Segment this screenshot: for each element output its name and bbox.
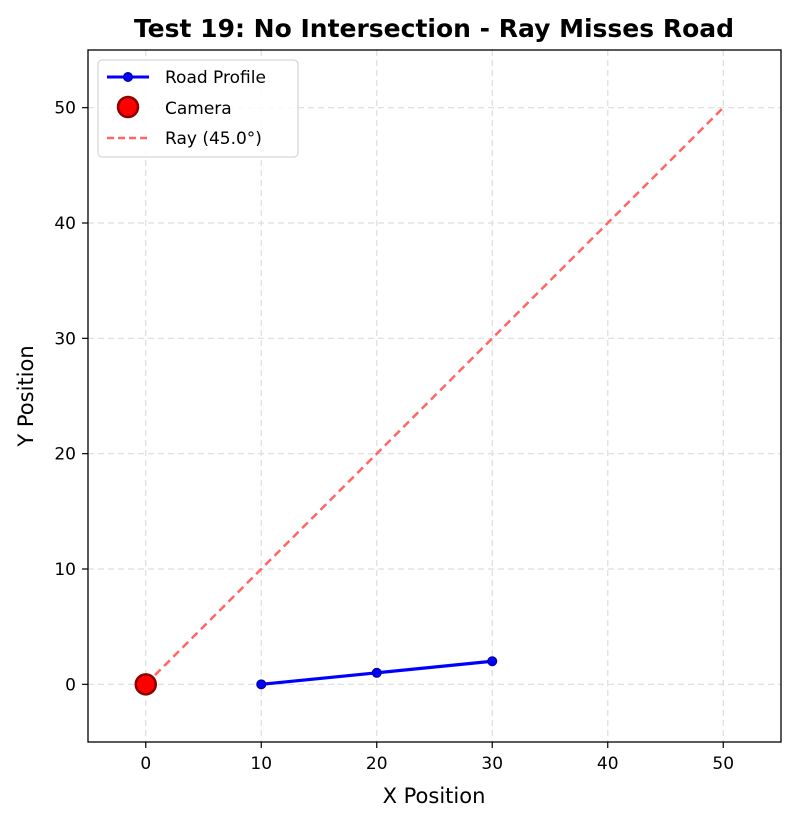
- y-tick-label: 0: [65, 675, 76, 695]
- plot-frame: [87, 49, 782, 743]
- x-tick-label: 50: [712, 754, 734, 774]
- legend-road-marker: [123, 72, 133, 82]
- y-tick-label: 10: [54, 560, 76, 580]
- y-tick-label: 20: [54, 445, 76, 465]
- chart-title: Test 19: No Intersection - Ray Misses Ro…: [134, 14, 734, 43]
- legend-camera-marker: [116, 95, 140, 119]
- camera-point: [134, 673, 157, 696]
- x-tick-label: 10: [250, 754, 272, 774]
- y-tick-label: 50: [54, 99, 76, 119]
- data-layer: [134, 106, 725, 696]
- ray-line: [144, 106, 725, 686]
- legend-camera-label: Camera: [165, 99, 232, 119]
- axis-ticks: 0 10 20 30 40 50 0 10 20 30 40 50: [54, 99, 734, 774]
- y-axis-label: Y Position: [14, 345, 38, 447]
- road-profile-point: [256, 679, 267, 690]
- x-tick-label: 0: [140, 754, 151, 774]
- x-axis-label: X Position: [383, 784, 486, 808]
- y-tick-label: 40: [54, 214, 76, 234]
- x-tick-label: 20: [366, 754, 388, 774]
- legend-box: [97, 59, 299, 158]
- legend-road-label: Road Profile: [165, 68, 266, 88]
- y-tick-label: 30: [54, 329, 76, 349]
- legend: Road Profile Camera Ray (45.0°): [97, 59, 299, 158]
- x-tick-label: 40: [597, 754, 619, 774]
- legend-ray-label: Ray (45.0°): [165, 129, 262, 149]
- road-profile-point: [487, 656, 498, 667]
- x-tick-label: 30: [481, 754, 503, 774]
- road-profile-point: [371, 667, 382, 678]
